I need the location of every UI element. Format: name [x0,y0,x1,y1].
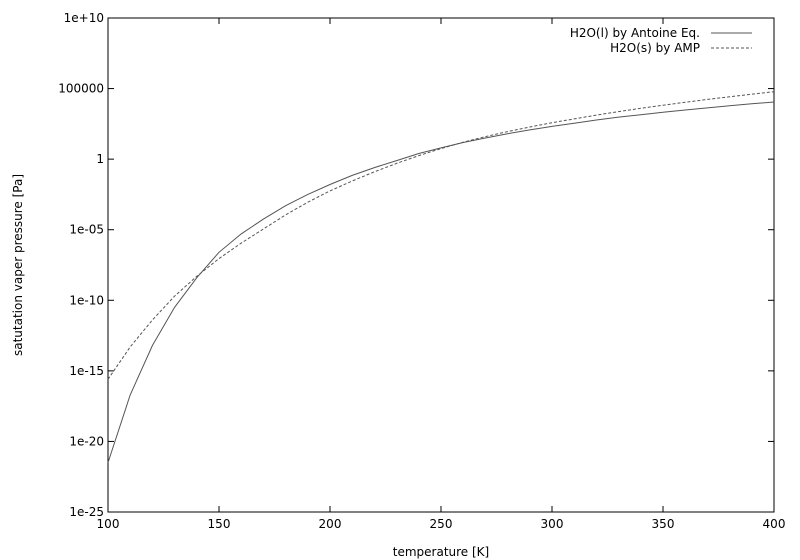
x-tick-label-0: 100 [97,517,120,531]
y-tick-label-7: 1e-25 [69,505,104,519]
x-tick-label-6: 400 [763,517,786,531]
x-tick-label-3: 250 [430,517,453,531]
series-lines [107,91,775,463]
x-tick-label-1: 150 [208,517,231,531]
legend: H2O(l) by Antoine Eq. H2O(s) by AMP [570,26,752,55]
x-tick-label-4: 300 [541,517,564,531]
x-axis-label: temperature [K] [393,545,489,559]
y-tick-label-3: 1e-05 [69,223,104,237]
y-tick-label-0: 1e+10 [64,11,104,25]
series-line-0 [107,101,775,463]
x-tick-labels: 100 150 200 250 300 350 400 [97,517,786,531]
legend-label-0: H2O(l) by Antoine Eq. [570,26,700,40]
x-tick-label-5: 350 [652,517,675,531]
legend-label-1: H2O(s) by AMP [610,41,700,55]
axis-ticks [107,17,775,513]
y-tick-label-4: 1e-10 [69,293,104,307]
y-tick-label-5: 1e-15 [69,364,104,378]
y-tick-label-1: 100000 [58,82,104,96]
x-tick-label-2: 200 [319,517,342,531]
y-tick-label-6: 1e-20 [69,434,104,448]
y-tick-labels: 1e+10 100000 1 1e-05 1e-10 1e-15 1e-20 1e-25 [58,11,104,519]
y-axis-label: satutation vaper pressure [Pa] [11,174,25,356]
series-line-1 [107,91,775,380]
y-tick-label-2: 1 [96,152,104,166]
